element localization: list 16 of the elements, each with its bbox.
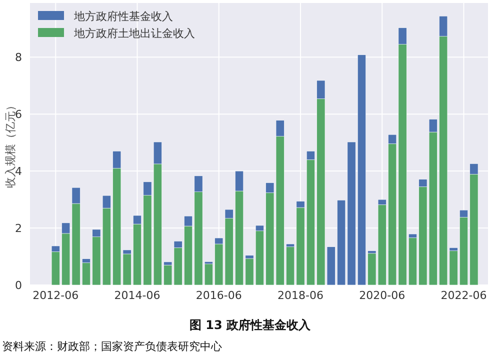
x-tick-label: 2012-06 — [32, 289, 79, 302]
y-tick-label: 0 — [15, 279, 22, 292]
legend-label: 地方政府性基金收入 — [73, 10, 173, 23]
y-tick-label: 6 — [15, 108, 22, 122]
x-tick-label: 2014-06 — [114, 289, 160, 302]
text: 资料来源：财政部；国家资产负债表研究中心 — [2, 340, 222, 353]
x-tick-label: 2020-06 — [359, 289, 406, 302]
x-tick-label: 2022-06 — [440, 289, 487, 302]
legend-label: 地方政府土地出让金收入 — [73, 27, 195, 40]
x-tick-label: 2016-06 — [196, 289, 242, 302]
x-tick-label: 2018-06 — [278, 289, 324, 302]
text: 图 13 政府性基金收入 — [189, 318, 312, 332]
y-tick-label: 4 — [15, 165, 22, 178]
y-axis-title: 收入规模（亿元） — [4, 100, 17, 188]
y-tick-label: 8 — [15, 51, 22, 64]
y-tick-label: 2 — [15, 222, 22, 236]
